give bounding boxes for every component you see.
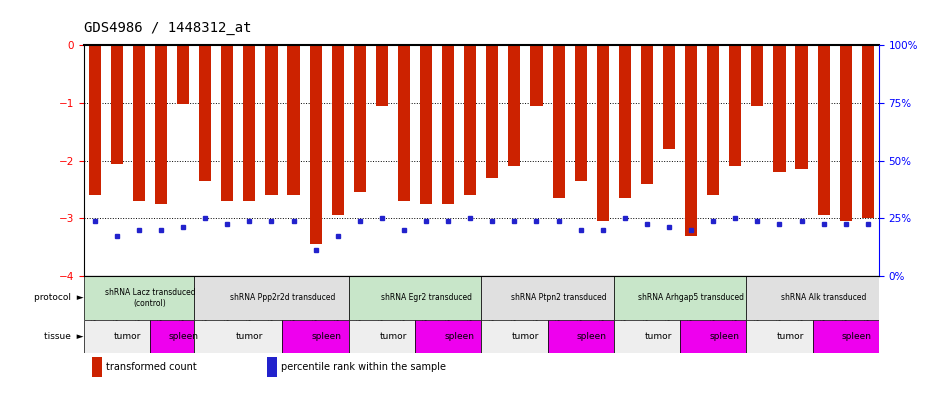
Text: shRNA Egr2 transduced: shRNA Egr2 transduced [380,293,472,302]
Bar [88,45,100,195]
Bar [862,45,874,219]
Bar [111,45,123,163]
Text: shRNA Arhgap5 transduced: shRNA Arhgap5 transduced [638,293,744,302]
Bar [795,45,807,169]
Bar [310,45,322,244]
Bar [150,320,194,353]
Text: spleen: spleen [577,332,606,341]
Bar [283,320,349,353]
Bar [575,45,587,181]
Bar [530,45,542,106]
Bar [663,45,675,149]
Bar [332,45,344,215]
Bar [548,320,614,353]
Text: spleen: spleen [168,332,198,341]
Bar [349,276,481,320]
Text: GDS4986 / 1448312_at: GDS4986 / 1448312_at [84,21,251,35]
Text: tissue  ►: tissue ► [45,332,84,341]
Bar [398,45,410,201]
Bar [751,45,764,106]
Bar [685,45,698,236]
Text: shRNA Ppp2r2d transduced: shRNA Ppp2r2d transduced [230,293,335,302]
Bar [376,45,388,106]
Text: shRNA Alk transduced: shRNA Alk transduced [781,293,867,302]
Bar [221,45,233,201]
Bar [817,45,830,215]
Bar [199,45,211,181]
Bar [614,320,680,353]
Bar [641,45,653,184]
Bar [840,45,852,221]
Text: tumor: tumor [114,332,141,341]
Bar [509,45,521,166]
Bar [267,357,277,377]
Bar [84,320,150,353]
Bar [746,320,813,353]
Bar [774,45,786,172]
Bar [244,45,256,201]
Bar [265,45,277,195]
Text: spleen: spleen [312,332,341,341]
Bar [618,45,631,198]
Bar [614,276,746,320]
Bar [680,320,746,353]
Bar [420,45,432,204]
Text: tumor: tumor [235,332,263,341]
Text: spleen: spleen [842,332,871,341]
Bar [194,320,283,353]
Bar [349,320,415,353]
Bar [92,357,102,377]
Text: tumor: tumor [512,332,539,341]
Text: tumor: tumor [777,332,804,341]
Text: shRNA Lacz transduced
(control): shRNA Lacz transduced (control) [105,288,195,308]
Bar [746,276,879,320]
Text: transformed count: transformed count [106,362,197,372]
Bar [133,45,145,201]
Bar [486,45,498,178]
Text: percentile rank within the sample: percentile rank within the sample [281,362,445,372]
Text: tumor: tumor [644,332,671,341]
Bar [353,45,365,192]
Bar [707,45,719,195]
Bar [84,276,194,320]
Bar [481,276,614,320]
Bar [442,45,454,204]
Bar [729,45,741,166]
Bar [813,320,879,353]
Bar [464,45,476,195]
Bar [287,45,299,195]
Text: spleen: spleen [710,332,739,341]
Bar [597,45,609,221]
Bar [177,45,189,104]
Bar [552,45,565,198]
Text: tumor: tumor [379,332,406,341]
Bar [415,320,481,353]
Text: protocol  ►: protocol ► [34,293,84,302]
Text: spleen: spleen [445,332,474,341]
Bar [155,45,167,204]
Bar [194,276,349,320]
Bar [481,320,548,353]
Text: shRNA Ptpn2 transduced: shRNA Ptpn2 transduced [511,293,606,302]
